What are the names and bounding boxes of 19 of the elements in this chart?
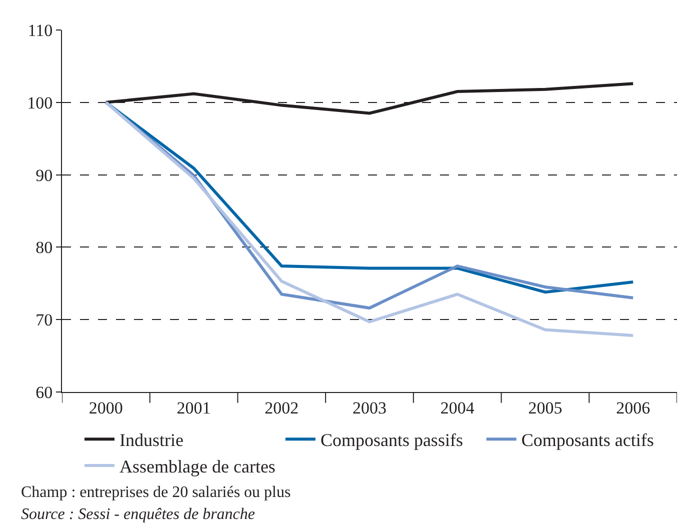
- legend-label: Assemblage de cartes: [120, 456, 276, 477]
- y-tick-label: 90: [36, 166, 53, 185]
- legend-label: Composants passifs: [320, 430, 463, 450]
- x-tick-label: 2001: [176, 398, 211, 418]
- y-tick-label: 80: [36, 238, 53, 258]
- y-tick-label: 110: [28, 20, 53, 40]
- x-tick-label: 2002: [264, 398, 299, 418]
- x-tick-label: 2000: [88, 398, 123, 418]
- legend-label: Composants actifs: [521, 430, 654, 450]
- x-tick-label: 2005: [528, 398, 562, 418]
- legend-label: Industrie: [120, 430, 184, 450]
- source-note: Source : Sessi - enquêtes de branche: [21, 506, 255, 523]
- x-tick-label: 2003: [352, 398, 386, 418]
- x-tick-label: 2006: [616, 398, 650, 418]
- y-tick-label: 70: [36, 310, 53, 330]
- y-tick-label: 60: [36, 382, 53, 402]
- x-tick-label: 2004: [440, 398, 475, 418]
- text: Champ : entreprises de 20 salariés ou plus: [21, 484, 291, 501]
- y-tick-label: 100: [27, 93, 53, 112]
